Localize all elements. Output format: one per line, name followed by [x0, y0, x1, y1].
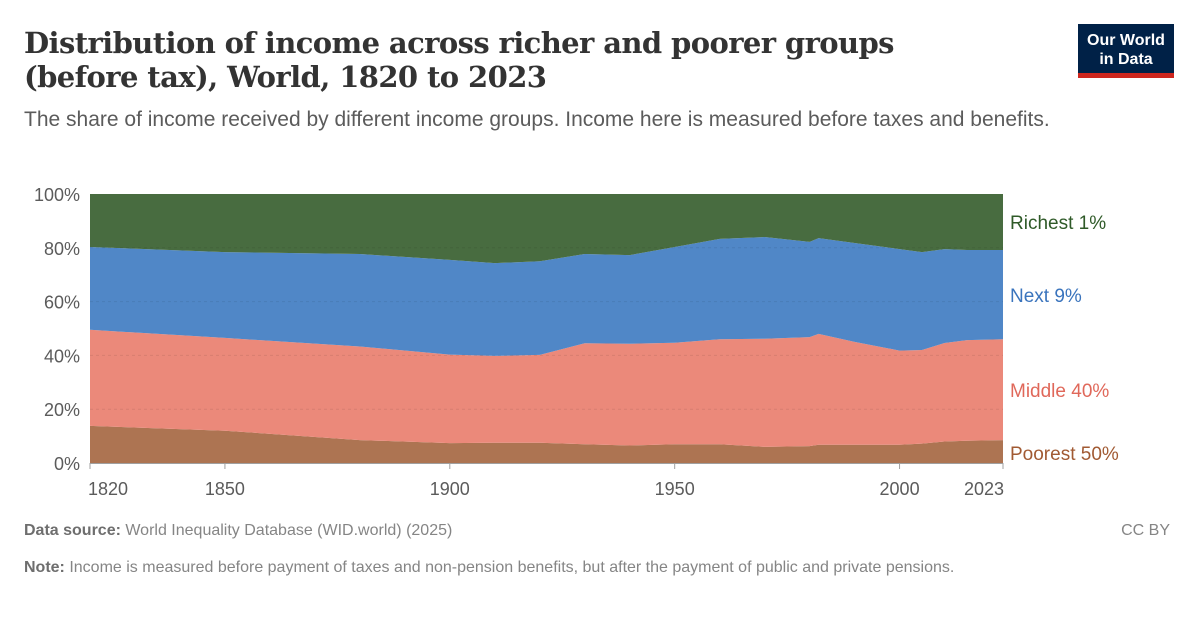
x-tick-label: 1900	[430, 479, 470, 499]
x-tick-label: 1950	[655, 479, 695, 499]
license-link[interactable]: CC BY	[1121, 522, 1170, 539]
legend: Richest 1% Next 9% Middle 40% Poorest 50%	[1010, 213, 1119, 465]
y-tick-label: 100%	[34, 185, 80, 205]
data-source: Data source: World Inequality Database (…	[24, 522, 452, 540]
area-next-9[interactable]	[90, 237, 1003, 356]
note-label: Note:	[24, 559, 65, 576]
footer-note: Note: Income is measured before payment …	[24, 556, 1164, 580]
x-tick-label: 1850	[205, 479, 245, 499]
area-richest-1[interactable]	[90, 194, 1003, 264]
chart-subtitle: The share of income received by differen…	[24, 108, 1050, 131]
area-middle-40[interactable]	[90, 329, 1003, 447]
x-tick-label: 2023	[964, 479, 1004, 499]
y-axis: 0% 20% 40% 60% 80% 100%	[34, 185, 80, 474]
gridlines	[90, 247, 1003, 410]
x-tick-label: 2000	[880, 479, 920, 499]
chart-areas	[90, 194, 1003, 463]
legend-label-next-9[interactable]: Next 9%	[1010, 286, 1082, 307]
data-source-text[interactable]: World Inequality Database (WID.world) (2…	[120, 522, 453, 539]
y-tick-label: 80%	[44, 239, 80, 259]
area-poorest-50[interactable]	[90, 425, 1003, 463]
x-axis: 1820 1850 1900 1950 2000 2023	[88, 463, 1004, 499]
y-tick-label: 20%	[44, 400, 80, 420]
y-tick-label: 0%	[54, 454, 80, 474]
y-tick-label: 60%	[44, 293, 80, 313]
y-tick-label: 40%	[44, 346, 80, 366]
x-tick-label: 1820	[88, 479, 128, 499]
logo-line-1: Our World	[1087, 32, 1165, 49]
note-text: Income is measured before payment of tax…	[64, 559, 955, 576]
legend-label-richest-1[interactable]: Richest 1%	[1010, 213, 1106, 234]
legend-label-middle-40[interactable]: Middle 40%	[1010, 381, 1109, 402]
owid-logo[interactable]: Our World in Data	[1078, 24, 1174, 78]
logo-line-2: in Data	[1099, 51, 1153, 68]
data-source-label: Data source:	[24, 522, 121, 539]
legend-label-poorest-50[interactable]: Poorest 50%	[1010, 444, 1119, 465]
chart-title: Distribution of income across richer and…	[24, 26, 895, 94]
